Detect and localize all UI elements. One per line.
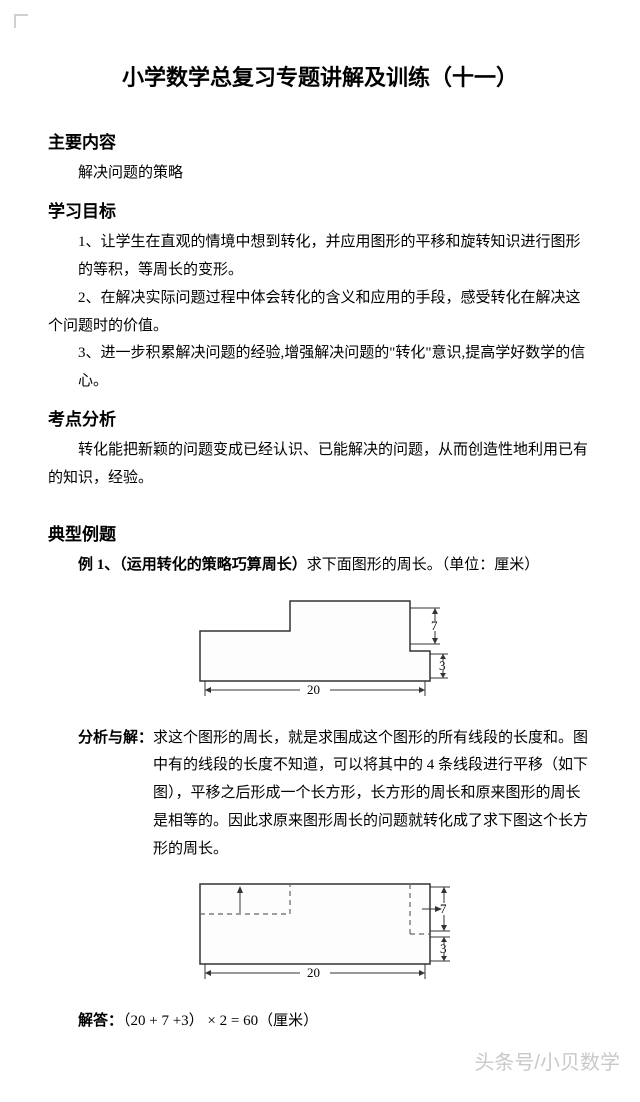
dim-3: 3: [439, 658, 446, 673]
dim-7: 7: [440, 901, 447, 916]
dim-20: 20: [307, 682, 320, 697]
watermark: 头条号/小贝数学: [474, 1045, 620, 1082]
main-content-body: 解决问题的策略: [48, 160, 592, 188]
example-1-analysis: 分析与解： 求这个图形的周长，就是求围成这个图形的所有线段的长度和。图中有的线段…: [48, 725, 592, 864]
heading-main-content: 主要内容: [48, 127, 592, 158]
heading-objectives: 学习目标: [48, 196, 592, 227]
figure-2: 7 3 20: [48, 869, 592, 1000]
heading-analysis-point: 考点分析: [48, 404, 592, 435]
heading-examples: 典型例题: [48, 519, 592, 550]
figure-1: 7 3 20: [48, 586, 592, 717]
dim-7: 7: [431, 618, 438, 633]
dim-20: 20: [307, 965, 320, 980]
corner-mark-icon: [14, 14, 28, 28]
page-title: 小学数学总复习专题讲解及训练（十一）: [48, 58, 592, 99]
objective-item: 3、进一步积累解决问题的经验,增强解决问题的"转化"意识,提高学好数学的信心。: [48, 340, 592, 396]
example-1-answer: 解答：（20 + 7 +3） × 2 = 60（厘米）: [48, 1008, 592, 1036]
dim-3: 3: [440, 941, 447, 956]
analysis-text: 求这个图形的周长，就是求围成这个图形的所有线段的长度和。图中有的线段的长度不知道…: [153, 725, 592, 864]
analysis-label: 分析与解：: [78, 725, 153, 864]
example-1-prompt: 例 1、（运用转化的策略巧算周长）求下面图形的周长。（单位：厘米）: [48, 552, 592, 580]
example-1-prompt-text: 求下面图形的周长。（单位：厘米）: [307, 557, 540, 573]
analysis-point-body: 转化能把新颖的问题变成已经认识、已能解决的问题，从而创造性地利用已有的知识，经验…: [48, 437, 592, 493]
objective-item: 2、在解决实际问题过程中体会转化的含义和应用的手段，感受转化在解决这个问题时的价…: [48, 285, 592, 341]
objective-item: 1、让学生在直观的情境中想到转化，并应用图形的平移和旋转知识进行图形的等积，等周…: [48, 229, 592, 285]
example-1-label: 例 1、（运用转化的策略巧算周长）: [78, 557, 307, 573]
answer-label: 解答：: [78, 1013, 123, 1029]
answer-text: （20 + 7 +3） × 2 = 60（厘米）: [123, 1013, 318, 1029]
